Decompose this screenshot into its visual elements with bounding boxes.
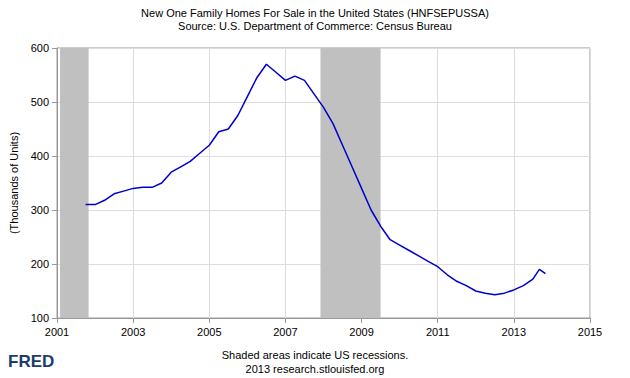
svg-text:100: 100 (31, 312, 49, 324)
svg-text:400: 400 (31, 150, 49, 162)
svg-text:2003: 2003 (121, 326, 145, 338)
svg-text:New One Family Homes For Sale: New One Family Homes For Sale in the Uni… (141, 7, 489, 19)
svg-text:600: 600 (31, 42, 49, 54)
svg-text:2007: 2007 (273, 326, 297, 338)
svg-text:200: 200 (31, 258, 49, 270)
svg-text:(Thousands of Units): (Thousands of Units) (8, 132, 20, 234)
svg-text:2005: 2005 (197, 326, 221, 338)
svg-text:2009: 2009 (349, 326, 373, 338)
svg-text:2013 research.stlouisfed.org: 2013 research.stlouisfed.org (246, 363, 385, 375)
svg-text:2011: 2011 (426, 326, 450, 338)
svg-text:2013: 2013 (502, 326, 526, 338)
svg-text:2015: 2015 (578, 326, 602, 338)
svg-text:FRED: FRED (8, 352, 54, 371)
svg-text:Source: U.S. Department of Com: Source: U.S. Department of Commerce: Cen… (178, 20, 452, 32)
svg-text:2001: 2001 (45, 326, 69, 338)
svg-text:500: 500 (31, 96, 49, 108)
svg-text:300: 300 (31, 204, 49, 216)
svg-text:Shaded areas indicate US reces: Shaded areas indicate US recessions. (222, 349, 408, 361)
